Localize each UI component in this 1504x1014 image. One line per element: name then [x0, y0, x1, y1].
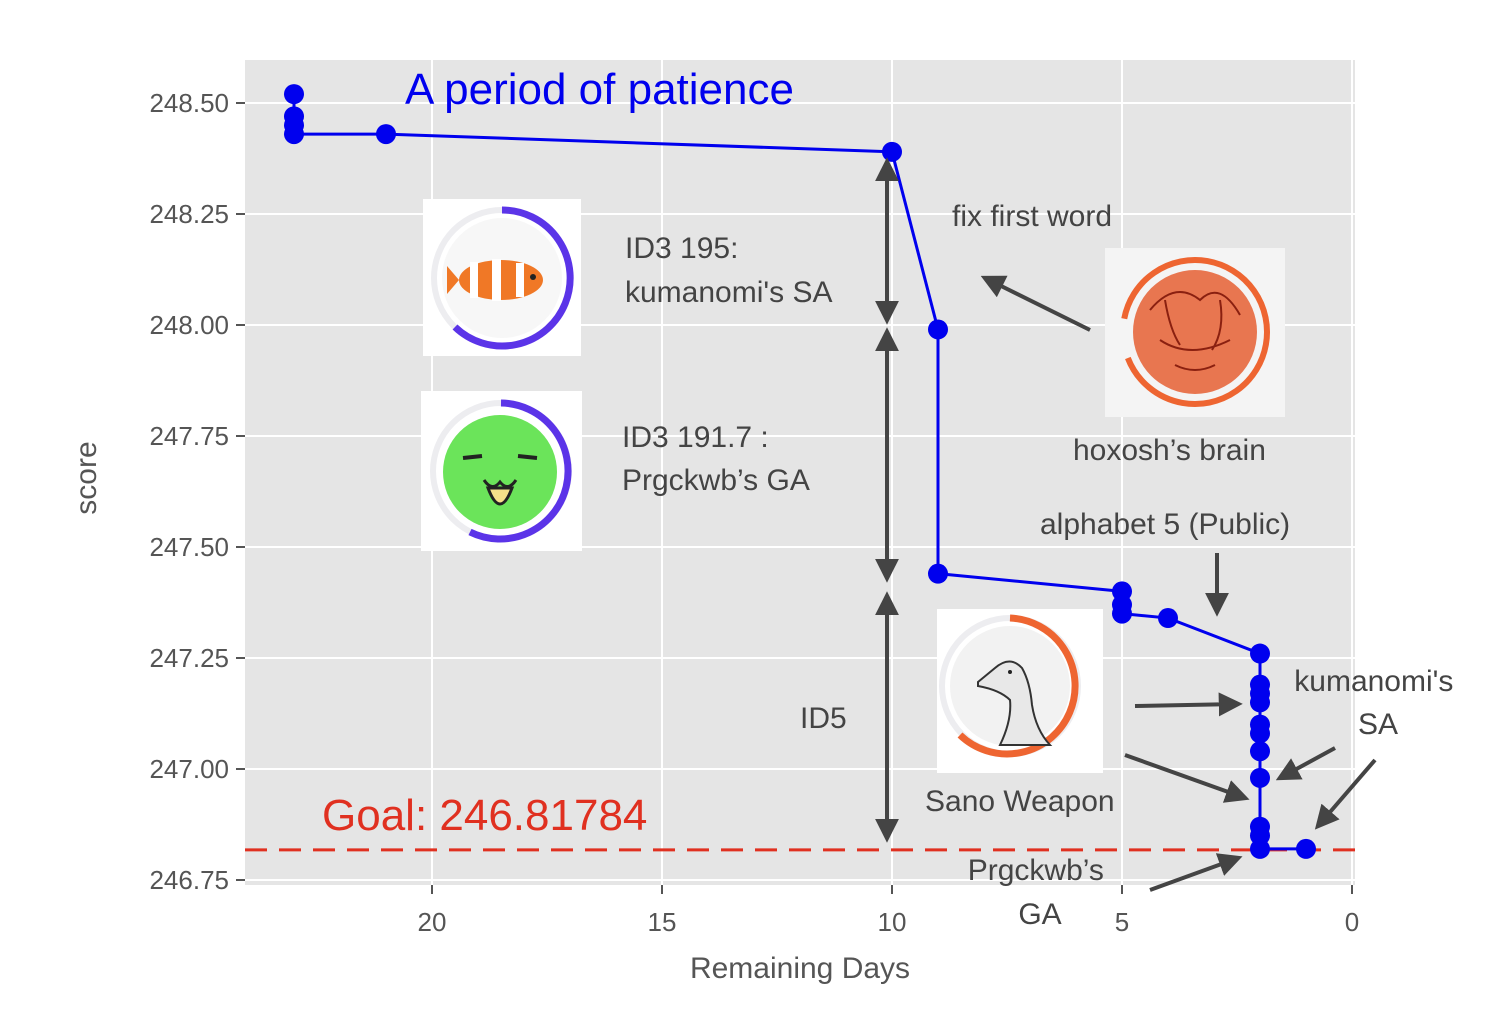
annotation-id3-195: ID3 195: kumanomi's SA: [625, 232, 832, 309]
y-axis-title: score: [70, 441, 103, 514]
data-point: [376, 124, 396, 145]
goal-label: Goal: 246.81784: [322, 791, 647, 840]
data-point: [1112, 603, 1132, 624]
data-point: [284, 124, 304, 145]
y-tick-label: 247.00: [149, 754, 229, 784]
y-tick-label: 248.00: [149, 310, 229, 340]
annotation-sano-weapon: Sano Weapon: [925, 785, 1115, 818]
data-point: [1296, 838, 1316, 859]
green-face-avatar-icon: [421, 391, 582, 551]
annotation-id5: ID5: [800, 702, 847, 735]
score-series-points: [284, 84, 1316, 859]
data-point: [1250, 838, 1270, 859]
hoxosh-arrow: [980, 275, 1091, 332]
hoxosh-sketch-avatar-icon: [1105, 248, 1285, 417]
data-point: [1250, 643, 1270, 664]
annotation-prgckwb-ga: Prgckwb’s GA: [968, 854, 1113, 931]
y-tick-label: 247.75: [149, 421, 229, 451]
kumanomi-arrow-upper: [1275, 746, 1336, 781]
sano-arrow-lower: [1124, 753, 1250, 803]
y-tick-label: 248.50: [149, 88, 229, 118]
x-tick-label: 10: [878, 907, 907, 937]
data-point: [1250, 741, 1270, 762]
annotation-hoxosh-brain: hoxosh’s brain: [1073, 434, 1266, 467]
x-tick-label: 20: [418, 907, 447, 937]
clownfish-avatar-icon: [423, 199, 581, 356]
data-point: [1250, 723, 1270, 744]
annotation-alphabet5: alphabet 5 (Public): [1040, 508, 1290, 541]
data-point: [1158, 608, 1178, 629]
kumanomi-arrow-lower: [1314, 758, 1377, 830]
prgckwb-arrow: [1149, 853, 1243, 892]
data-point: [284, 84, 304, 105]
data-point: [928, 563, 948, 584]
data-point: [1250, 692, 1270, 713]
y-axis: 246.75 247.00 247.25 247.50 247.75 248.00 248.…: [149, 88, 245, 895]
annotation-id3-191: ID3 191.7 : Prgckwb’s GA: [622, 421, 810, 497]
sano-arrow-upper: [1134, 692, 1243, 717]
y-tick-label: 246.75: [149, 865, 229, 895]
y-tick-label: 248.25: [149, 199, 229, 229]
x-tick-label: 0: [1345, 907, 1359, 937]
x-tick-label: 15: [648, 907, 677, 937]
data-point: [928, 319, 948, 340]
y-tick-label: 247.50: [149, 532, 229, 562]
annotation-fix-first-word: fix first word: [952, 200, 1112, 233]
data-point: [1250, 767, 1270, 788]
x-axis-title: Remaining Days: [690, 952, 910, 985]
x-axis: 20 15 10 5 0: [418, 885, 1359, 937]
x-tick-label: 5: [1115, 907, 1129, 937]
goose-avatar-icon: [937, 609, 1103, 773]
data-point: [882, 141, 902, 162]
y-tick-label: 247.25: [149, 643, 229, 673]
chart-subtitle: A period of patience: [405, 65, 794, 114]
annotation-kumanomi-sa: kumanomi's SA: [1294, 665, 1461, 741]
